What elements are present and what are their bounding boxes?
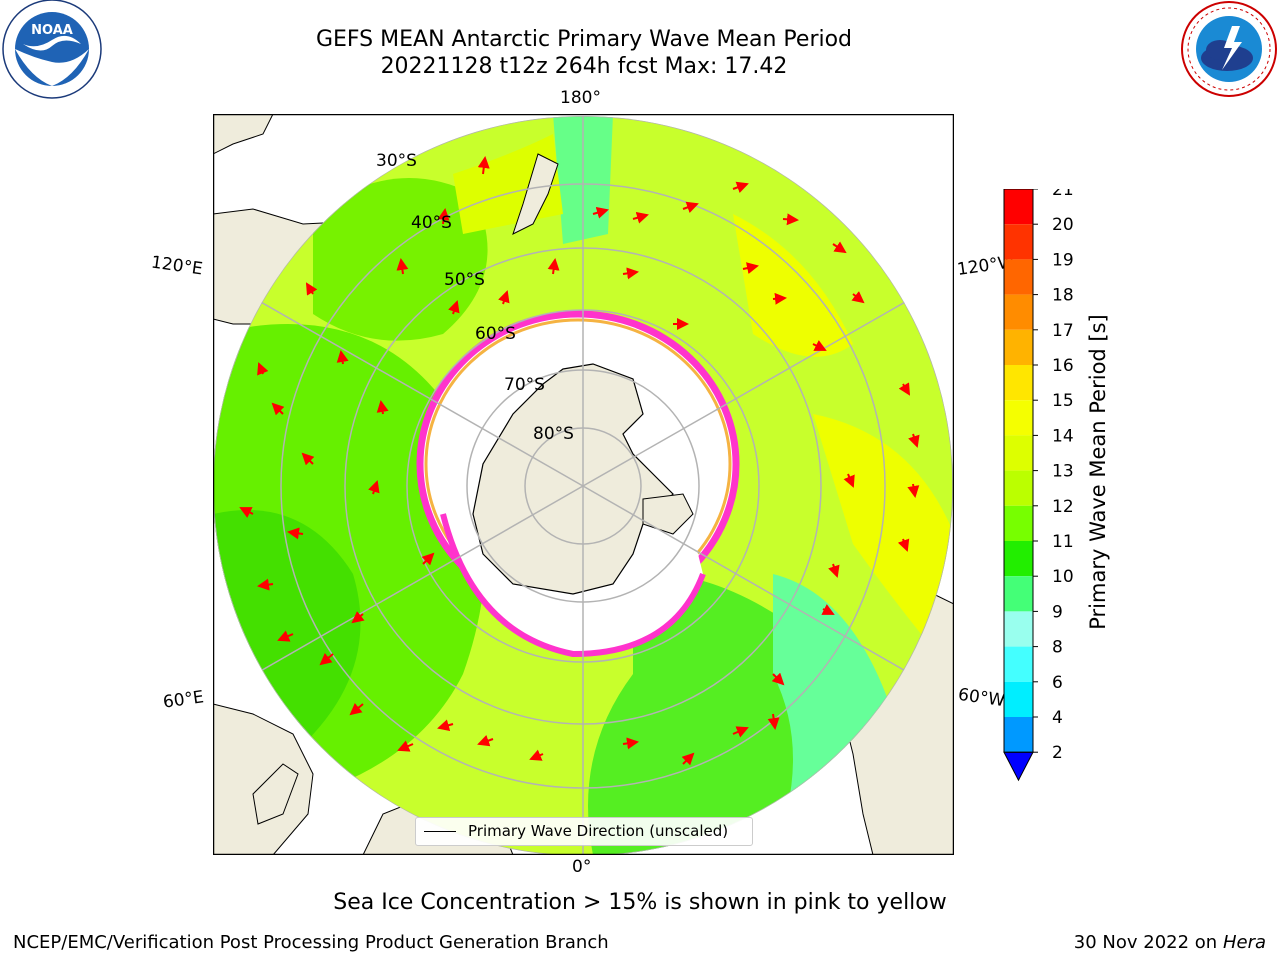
colorbar-svg: 21 20 19 18 17 16 15 14 13 12 11 10 9 8 6 4 2 xyxy=(1003,180,1074,782)
lat-label-80s: 80°S xyxy=(533,424,574,444)
lat-label-60s: 60°S xyxy=(475,324,516,344)
colorbar-tick-label: 16 xyxy=(1052,356,1074,376)
colorbar-tick-label: 10 xyxy=(1052,567,1074,587)
colorbar-tick-label: 11 xyxy=(1052,532,1074,552)
chart-subtitle: 20221128 t12z 264h fcst Max: 17.42 xyxy=(380,54,788,79)
lat-label-30s: 30°S xyxy=(376,151,417,171)
colorbar-segment xyxy=(1004,365,1033,401)
legend-label: Primary Wave Direction (unscaled) xyxy=(468,822,729,840)
colorbar-segment xyxy=(1004,435,1033,471)
colorbar-segment xyxy=(1004,329,1033,365)
colorbar-segment xyxy=(1004,400,1033,436)
lon-label-60w: 60°W xyxy=(956,684,1007,712)
footer-org: NCEP/EMC/Verification Post Processing Pr… xyxy=(13,932,609,953)
colorbar-tick-label: 17 xyxy=(1052,321,1074,341)
lat-label-40s: 40°S xyxy=(411,213,452,233)
colorbar-tick-label: 15 xyxy=(1052,391,1074,411)
footer-machine: Hera xyxy=(1222,932,1266,953)
colorbar-segment xyxy=(1004,717,1033,753)
colorbar-tick-label: 14 xyxy=(1052,426,1074,446)
noaa-logo-text: NOAA xyxy=(31,23,73,38)
sea-ice-caption: Sea Ice Concentration > 15% is shown in … xyxy=(333,890,947,915)
colorbar-segment xyxy=(1004,505,1033,541)
colorbar-tick-label: 13 xyxy=(1052,462,1074,482)
colorbar-tick-label: 20 xyxy=(1052,215,1074,235)
polar-map: 30°S 40°S 50°S 60°S 70°S 80°S Primary Wa… xyxy=(212,113,955,856)
noaa-logo: NOAA xyxy=(2,0,102,99)
lon-label-0: 0° xyxy=(572,857,592,877)
colorbar-segment xyxy=(1004,189,1033,225)
colorbar-segment xyxy=(1004,541,1033,577)
nws-logo xyxy=(1181,1,1277,97)
colorbar-segment xyxy=(1004,646,1033,682)
colorbar-label: Primary Wave Mean Period [s] xyxy=(1086,314,1110,630)
colorbar-tick-label: 9 xyxy=(1052,602,1063,622)
colorbar-tick-label: 8 xyxy=(1052,638,1063,658)
lat-label-70s: 70°S xyxy=(504,375,545,395)
colorbar-segment xyxy=(1004,611,1033,647)
colorbar-segment xyxy=(1004,470,1033,506)
colorbar-segment xyxy=(1004,224,1033,260)
legend-line-swatch xyxy=(424,831,456,832)
colorbar-segment xyxy=(1004,259,1033,295)
colorbar-tick-label: 4 xyxy=(1052,708,1063,728)
colorbar-tick-label: 21 xyxy=(1052,189,1074,200)
polar-map-svg xyxy=(212,113,955,856)
colorbar-tick-label: 2 xyxy=(1052,743,1063,763)
map-legend: Primary Wave Direction (unscaled) xyxy=(415,817,753,846)
colorbar-segment xyxy=(1004,294,1033,330)
chart-title: GEFS MEAN Antarctic Primary Wave Mean Pe… xyxy=(315,27,853,52)
colorbar-segment xyxy=(1004,681,1033,717)
footer-date-text: 30 Nov 2022 on xyxy=(1073,932,1218,953)
colorbar-tick-label: 18 xyxy=(1052,286,1074,306)
footer-date: 30 Nov 2022 on Hera xyxy=(1074,932,1266,953)
colorbar: 21 20 19 18 17 16 15 14 13 12 11 10 9 8 6 4 2 xyxy=(1003,180,1083,793)
lon-label-60e: 60°E xyxy=(161,687,206,713)
colorbar-tick-label: 6 xyxy=(1052,673,1063,693)
colorbar-extend-triangle xyxy=(1003,751,1034,782)
colorbar-segment xyxy=(1004,576,1033,612)
lat-label-50s: 50°S xyxy=(444,270,485,290)
lon-label-180: 180° xyxy=(560,88,601,108)
lon-label-120e: 120°E xyxy=(149,252,204,280)
colorbar-tick-label: 19 xyxy=(1052,250,1074,270)
colorbar-tick-label: 12 xyxy=(1052,497,1074,517)
